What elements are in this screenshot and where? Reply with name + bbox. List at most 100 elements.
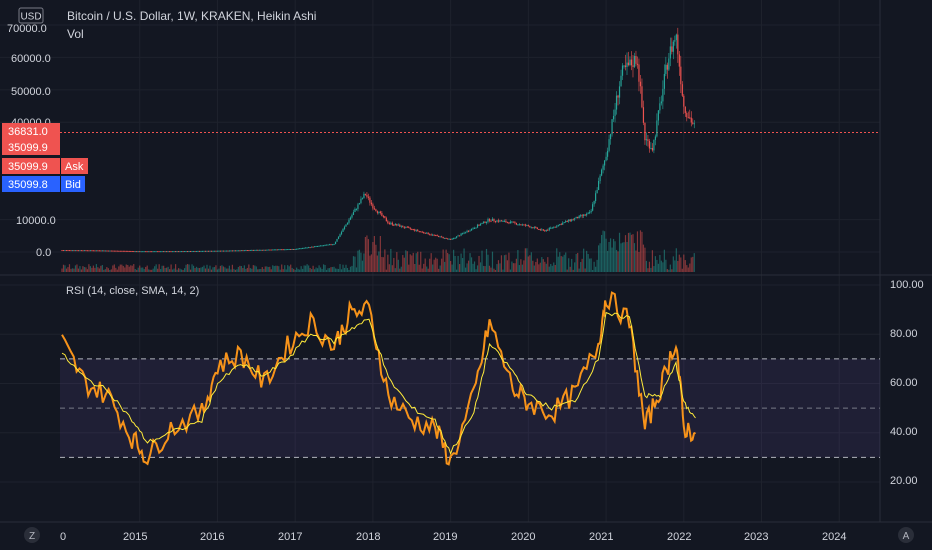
volume-bars <box>61 230 695 272</box>
volume-bar <box>294 269 296 272</box>
candle-body <box>548 227 550 230</box>
volume-bar <box>275 265 277 272</box>
candle-body <box>654 136 657 140</box>
candle-body <box>248 250 250 252</box>
candle-body <box>408 227 410 229</box>
rsi-pane[interactable] <box>60 291 880 466</box>
volume-bar <box>447 252 449 272</box>
volume-bar <box>442 249 444 272</box>
candle-body <box>508 222 510 224</box>
volume-bar <box>448 254 450 272</box>
candle-body <box>503 220 506 222</box>
candle-body <box>308 247 310 249</box>
volume-bar <box>475 269 477 272</box>
candle-body <box>154 251 156 253</box>
volume-bar <box>529 255 531 272</box>
candle-body <box>417 229 419 232</box>
volume-bar <box>98 268 100 272</box>
volume-bar <box>327 268 329 272</box>
candle-body <box>302 247 304 249</box>
candle-body <box>520 224 522 226</box>
volume-bar <box>638 251 640 272</box>
volume-bar <box>678 254 680 272</box>
candle-body <box>651 148 654 151</box>
candle-body <box>387 221 389 223</box>
volume-bar <box>291 267 293 272</box>
candle-body <box>636 63 639 65</box>
volume-bar <box>339 264 341 272</box>
candle-body <box>690 117 692 123</box>
volume-bar <box>530 252 532 272</box>
candle-body <box>623 65 625 67</box>
volume-bar <box>487 254 489 272</box>
currency-badge[interactable] <box>18 7 44 24</box>
last-price-badge <box>2 123 60 139</box>
candle-body <box>113 250 115 252</box>
candle-body <box>83 250 86 252</box>
volume-bar <box>600 234 603 272</box>
candle-body <box>532 227 534 229</box>
candle-body <box>375 209 377 212</box>
candle-body <box>560 224 562 226</box>
rsi-legend-label[interactable]: RSI (14, close, SMA, 14, 2) <box>66 285 199 297</box>
volume-bar <box>641 231 643 272</box>
ask-price-value: 35099.9 <box>8 161 48 173</box>
candle-body <box>366 194 368 197</box>
volume-bar <box>109 269 111 272</box>
candle-body <box>378 211 380 213</box>
volume-bar <box>130 265 132 272</box>
volume-bar <box>644 247 646 272</box>
candle-body <box>476 224 479 228</box>
candle-body <box>296 248 298 250</box>
volume-bar <box>458 264 461 272</box>
volume-bar <box>337 268 340 272</box>
candle-body <box>179 251 181 253</box>
volume-bar <box>372 242 374 272</box>
candle-body <box>164 251 166 253</box>
candle-body <box>321 245 323 247</box>
candle-body <box>125 250 127 252</box>
zoom-button[interactable] <box>24 527 40 543</box>
volume-bar <box>136 269 138 272</box>
candle-body <box>372 204 374 209</box>
candle-body <box>436 235 438 237</box>
volume-bar <box>345 264 347 272</box>
candle-body <box>167 251 169 253</box>
time-tick-2022: 2022 <box>667 531 691 543</box>
volume-bar <box>213 267 216 272</box>
volume-bar <box>230 269 232 272</box>
candle-body <box>544 230 546 232</box>
candle-body <box>222 250 225 252</box>
candle-body <box>182 251 184 253</box>
candle-body <box>284 249 286 251</box>
volume-bar <box>666 269 668 272</box>
candle-body <box>689 117 691 119</box>
volume-bar <box>346 268 349 272</box>
volume-bar <box>194 268 196 272</box>
volume-bar <box>409 254 411 272</box>
volume-bar <box>596 259 598 272</box>
candle-body <box>453 238 455 240</box>
volume-bar <box>665 259 667 272</box>
volume-legend-label[interactable]: Vol <box>67 27 84 41</box>
volume-bar <box>563 254 565 272</box>
volume-bar <box>671 269 673 272</box>
candle-body <box>478 224 480 226</box>
auto-scale-button[interactable] <box>898 527 914 543</box>
candle-body <box>266 249 268 251</box>
rsi-tick-60: 60.00 <box>890 377 918 389</box>
candle-body <box>627 62 630 65</box>
volume-bar <box>493 268 495 272</box>
volume-bar <box>393 257 395 272</box>
candle-body <box>463 232 465 234</box>
volume-bar <box>115 267 117 272</box>
volume-bar <box>659 254 661 272</box>
volume-bar <box>103 269 105 272</box>
candle-body <box>600 169 603 176</box>
candle-body <box>420 231 422 233</box>
symbol-title[interactable]: Bitcoin / U.S. Dollar, 1W, KRAKEN, Heiki… <box>67 9 316 23</box>
volume-bar <box>656 259 658 272</box>
price-pane[interactable] <box>60 27 880 272</box>
candle-body <box>233 250 235 252</box>
